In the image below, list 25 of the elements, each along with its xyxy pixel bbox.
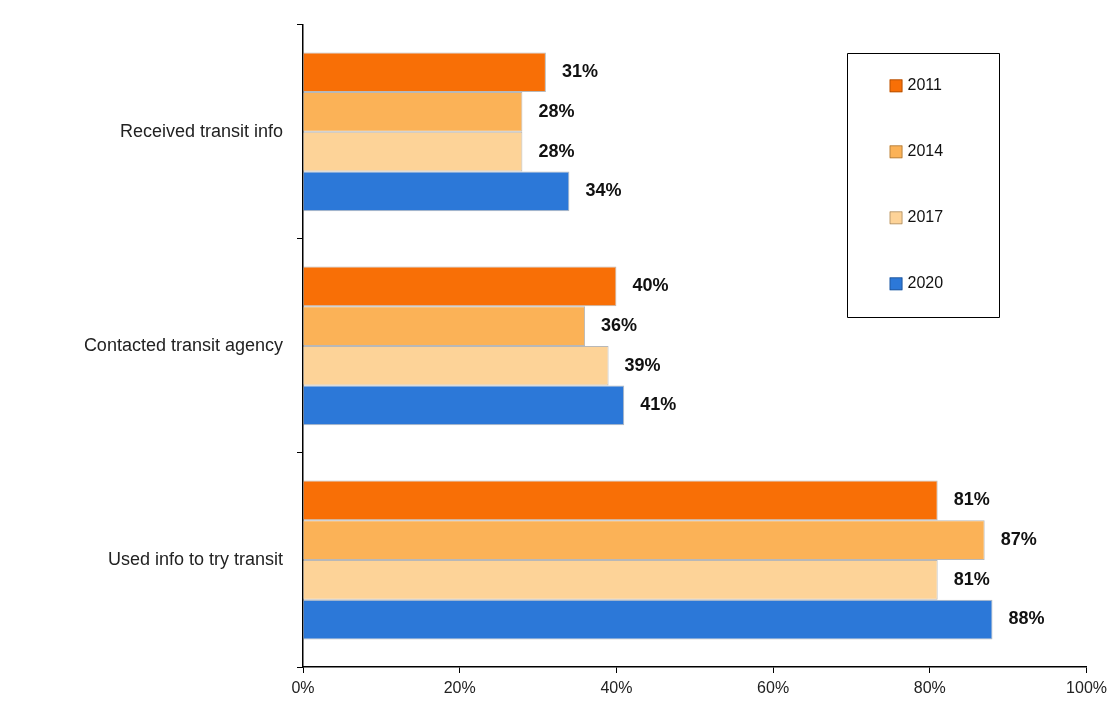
legend-label: 2011 <box>907 76 943 94</box>
data-label: 81% <box>953 489 990 510</box>
data-label: 34% <box>585 180 622 201</box>
data-label: 41% <box>640 394 677 415</box>
x-tick-label: 80% <box>913 679 946 697</box>
legend-label: 2020 <box>907 274 944 292</box>
data-label: 88% <box>1008 608 1045 629</box>
legend-label: 2014 <box>907 142 944 160</box>
y-tick-label: Contacted transit agency <box>83 334 283 355</box>
legend-label: 2017 <box>907 208 944 226</box>
data-label: 28% <box>538 100 575 121</box>
y-tick-label: Used info to try transit <box>107 548 283 569</box>
x-tick-label: 20% <box>443 679 476 697</box>
y-tick-label: Received transit info <box>119 120 283 141</box>
data-label: 31% <box>561 61 598 82</box>
data-label: 87% <box>1000 529 1037 550</box>
data-label: 28% <box>538 140 575 161</box>
data-label: 39% <box>624 354 661 375</box>
x-tick-label: 40% <box>600 679 633 697</box>
data-label: 40% <box>632 275 669 296</box>
x-tick-label: 0% <box>291 679 315 697</box>
data-label: 81% <box>953 568 990 589</box>
x-tick-label: 60% <box>757 679 790 697</box>
x-tick-label: 100% <box>1066 679 1107 697</box>
data-label: 36% <box>601 315 638 336</box>
